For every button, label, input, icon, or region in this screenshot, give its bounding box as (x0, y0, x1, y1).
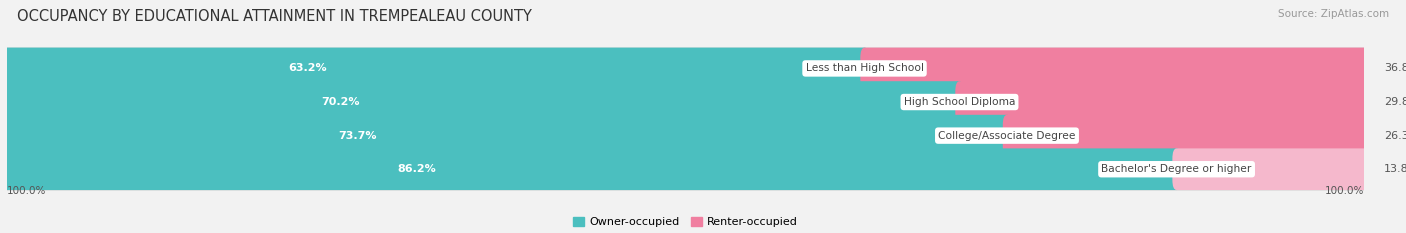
FancyBboxPatch shape (1002, 115, 1368, 156)
Text: College/Associate Degree: College/Associate Degree (938, 131, 1076, 141)
Text: 100.0%: 100.0% (1324, 186, 1364, 196)
FancyBboxPatch shape (3, 48, 869, 89)
Legend: Owner-occupied, Renter-occupied: Owner-occupied, Renter-occupied (568, 212, 803, 232)
Text: High School Diploma: High School Diploma (904, 97, 1015, 107)
FancyBboxPatch shape (3, 148, 1181, 190)
Text: 13.8%: 13.8% (1384, 164, 1406, 174)
FancyBboxPatch shape (3, 146, 1368, 193)
Text: Source: ZipAtlas.com: Source: ZipAtlas.com (1278, 9, 1389, 19)
FancyBboxPatch shape (3, 45, 1368, 92)
FancyBboxPatch shape (955, 81, 1368, 123)
Text: 36.8%: 36.8% (1384, 63, 1406, 73)
Text: 70.2%: 70.2% (321, 97, 360, 107)
FancyBboxPatch shape (3, 112, 1368, 159)
Text: 29.8%: 29.8% (1384, 97, 1406, 107)
FancyBboxPatch shape (1173, 148, 1368, 190)
Text: 26.3%: 26.3% (1384, 131, 1406, 141)
FancyBboxPatch shape (3, 81, 963, 123)
FancyBboxPatch shape (3, 115, 1011, 156)
Text: 86.2%: 86.2% (396, 164, 436, 174)
Text: Less than High School: Less than High School (806, 63, 924, 73)
Text: OCCUPANCY BY EDUCATIONAL ATTAINMENT IN TREMPEALEAU COUNTY: OCCUPANCY BY EDUCATIONAL ATTAINMENT IN T… (17, 9, 531, 24)
FancyBboxPatch shape (3, 79, 1368, 126)
Text: 73.7%: 73.7% (337, 131, 377, 141)
Text: 100.0%: 100.0% (7, 186, 46, 196)
Text: Bachelor's Degree or higher: Bachelor's Degree or higher (1101, 164, 1251, 174)
FancyBboxPatch shape (860, 48, 1368, 89)
Text: 63.2%: 63.2% (288, 63, 326, 73)
